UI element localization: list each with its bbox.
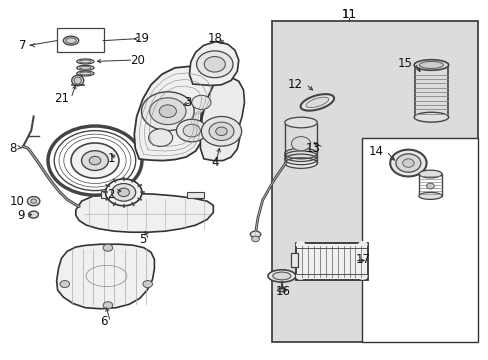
Text: 8: 8 <box>9 142 17 155</box>
Text: 14: 14 <box>368 145 383 158</box>
Circle shape <box>27 197 40 206</box>
Circle shape <box>89 156 101 165</box>
Circle shape <box>395 154 420 172</box>
Text: 11: 11 <box>341 8 356 21</box>
Ellipse shape <box>272 272 290 280</box>
Text: 18: 18 <box>207 32 223 45</box>
Text: 7: 7 <box>19 39 26 52</box>
Ellipse shape <box>72 75 83 86</box>
Text: 19: 19 <box>134 32 149 45</box>
Circle shape <box>159 105 176 118</box>
Circle shape <box>105 179 142 206</box>
Bar <box>290 253 298 267</box>
Ellipse shape <box>80 66 91 69</box>
Circle shape <box>251 236 259 242</box>
Text: 13: 13 <box>305 142 320 155</box>
Bar <box>57 28 103 52</box>
Ellipse shape <box>77 66 94 70</box>
Circle shape <box>389 150 426 176</box>
Circle shape <box>118 188 129 197</box>
Polygon shape <box>134 66 215 161</box>
Text: 21: 21 <box>54 93 68 105</box>
Text: 11: 11 <box>341 8 356 21</box>
Ellipse shape <box>74 77 81 84</box>
Bar <box>186 192 203 198</box>
Text: 4: 4 <box>210 156 218 169</box>
Ellipse shape <box>419 62 443 68</box>
Bar <box>361 138 477 342</box>
Text: 3: 3 <box>184 96 191 109</box>
Circle shape <box>103 244 112 251</box>
Ellipse shape <box>418 170 441 178</box>
Text: 1: 1 <box>107 152 115 165</box>
Circle shape <box>291 136 310 151</box>
Ellipse shape <box>63 36 79 45</box>
Polygon shape <box>189 42 238 85</box>
Circle shape <box>142 280 152 288</box>
Text: 9: 9 <box>18 209 25 222</box>
Circle shape <box>183 124 200 137</box>
Circle shape <box>112 184 136 201</box>
Ellipse shape <box>250 231 260 238</box>
Text: 15: 15 <box>397 57 411 70</box>
Circle shape <box>204 57 225 72</box>
Circle shape <box>208 122 233 140</box>
Ellipse shape <box>80 60 91 63</box>
Polygon shape <box>300 94 333 111</box>
Ellipse shape <box>267 270 295 282</box>
Ellipse shape <box>77 71 94 76</box>
Text: 17: 17 <box>355 253 370 266</box>
Text: 20: 20 <box>130 54 145 67</box>
Circle shape <box>81 151 108 171</box>
Circle shape <box>176 119 207 142</box>
Ellipse shape <box>284 158 317 168</box>
Circle shape <box>191 95 210 109</box>
Text: 12: 12 <box>287 78 303 91</box>
Circle shape <box>141 92 194 131</box>
Circle shape <box>357 241 367 248</box>
Polygon shape <box>57 244 154 309</box>
Circle shape <box>295 273 305 280</box>
Ellipse shape <box>413 60 447 70</box>
Polygon shape <box>305 97 328 108</box>
Ellipse shape <box>65 38 76 44</box>
Polygon shape <box>76 193 213 232</box>
Text: 16: 16 <box>275 285 290 298</box>
Ellipse shape <box>80 72 91 75</box>
Ellipse shape <box>284 117 317 128</box>
Bar <box>101 190 120 198</box>
Text: 10: 10 <box>10 195 25 208</box>
Bar <box>295 243 367 280</box>
Ellipse shape <box>77 59 94 64</box>
Circle shape <box>149 98 185 125</box>
Circle shape <box>402 159 413 167</box>
Text: 2: 2 <box>107 188 115 201</box>
Polygon shape <box>200 77 244 161</box>
Ellipse shape <box>277 288 285 292</box>
Circle shape <box>295 241 305 248</box>
Text: 5: 5 <box>139 234 146 247</box>
Circle shape <box>60 280 69 288</box>
Bar <box>272 21 477 342</box>
Circle shape <box>148 129 172 147</box>
Circle shape <box>31 199 37 203</box>
Circle shape <box>357 273 367 280</box>
Text: 6: 6 <box>100 315 108 328</box>
Circle shape <box>426 183 433 189</box>
Circle shape <box>29 211 39 218</box>
Circle shape <box>196 51 232 78</box>
Ellipse shape <box>418 192 441 199</box>
Circle shape <box>103 302 112 309</box>
Circle shape <box>201 117 241 146</box>
Circle shape <box>71 143 119 178</box>
Ellipse shape <box>413 112 447 122</box>
Circle shape <box>215 127 227 136</box>
